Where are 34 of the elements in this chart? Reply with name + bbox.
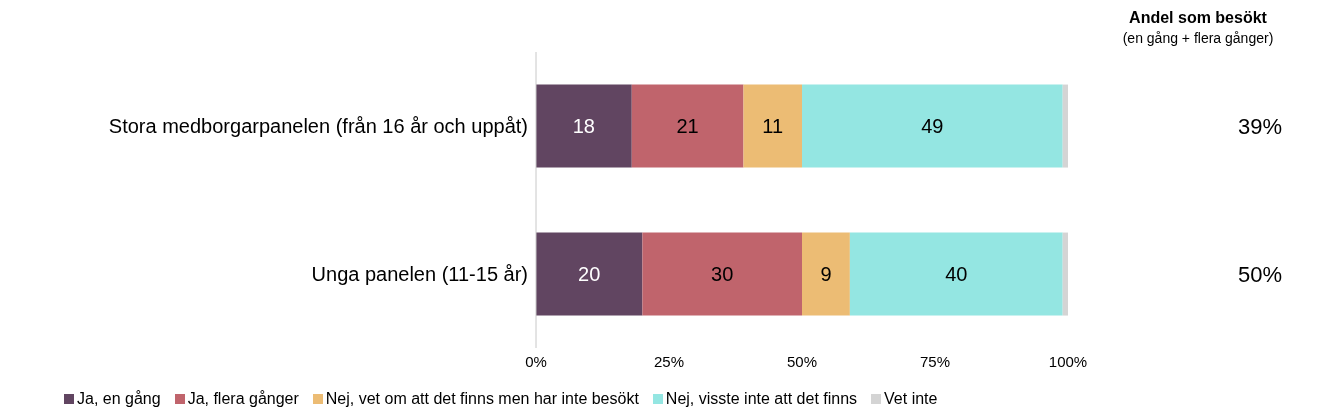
data-label: 18 <box>572 115 596 138</box>
x-tick-label: 100% <box>1048 352 1088 370</box>
bar <box>642 232 802 316</box>
data-label: 49 <box>921 115 944 138</box>
text: 50% <box>1237 261 1283 287</box>
text: 39% <box>1237 113 1283 139</box>
bar <box>802 232 850 316</box>
bar <box>1062 84 1068 168</box>
data-label: 11 <box>762 115 784 138</box>
y-tick-label: Stora medborgarpanelen (från 16 år och uppåt) <box>108 115 528 138</box>
bar <box>631 84 744 168</box>
bar <box>536 232 643 316</box>
data-label: 40 <box>945 263 968 286</box>
bar <box>743 84 802 168</box>
legend-label: Ja, en gång <box>76 390 161 408</box>
legend-label: Nej, vet om att det finns men har inte besökt <box>324 390 639 408</box>
legend-label: Nej, visste inte att det finns <box>664 390 858 408</box>
legend-label: Vet inte <box>883 390 938 408</box>
bar <box>536 84 632 168</box>
text: Andel som besökt <box>1128 8 1268 28</box>
data-label: 30 <box>711 263 734 286</box>
data-label: 9 <box>820 263 832 286</box>
data-label: 20 <box>578 263 601 286</box>
bar <box>802 84 1063 168</box>
x-tick-label: 50% <box>786 352 818 370</box>
x-tick-label: 25% <box>653 352 685 370</box>
x-tick-label: 0% <box>525 352 547 370</box>
x-tick-label: 75% <box>919 352 951 370</box>
data-label: 21 <box>676 115 699 138</box>
y-tick-label: Unga panelen (11-15 år) <box>311 263 528 286</box>
legend-label: Ja, flera gånger <box>186 390 299 408</box>
bar <box>1062 232 1068 316</box>
text: (en gång + flera gånger) <box>1121 29 1275 48</box>
bar <box>849 232 1063 316</box>
